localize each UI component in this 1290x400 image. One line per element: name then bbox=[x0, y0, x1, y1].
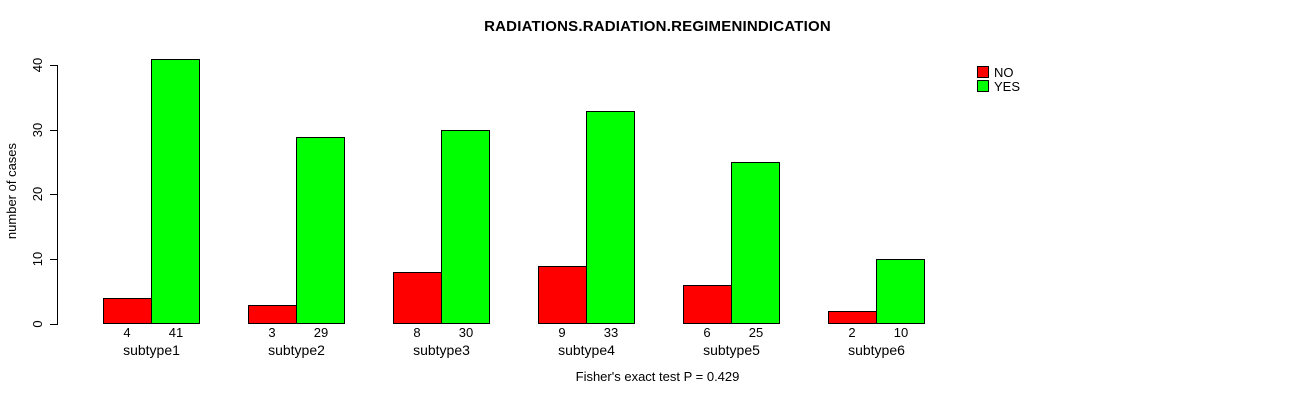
fisher-test-annotation: Fisher's exact test P = 0.429 bbox=[575, 369, 740, 384]
bar-value-label: 30 bbox=[458, 325, 474, 340]
bar-no-subtype6 bbox=[828, 311, 877, 324]
bar-yes-subtype5 bbox=[731, 162, 780, 324]
bar-no-subtype4 bbox=[538, 266, 587, 324]
category-label-subtype5: subtype5 bbox=[703, 342, 760, 358]
y-tick-mark bbox=[50, 65, 57, 66]
y-tick-label: 20 bbox=[30, 186, 45, 202]
bar-no-subtype1 bbox=[103, 298, 152, 324]
bar-no-subtype5 bbox=[683, 285, 732, 324]
category-label-subtype1: subtype1 bbox=[123, 342, 180, 358]
bar-yes-subtype3 bbox=[441, 130, 490, 324]
legend-label-no: NO bbox=[994, 65, 1014, 80]
y-tick-mark bbox=[50, 259, 57, 260]
y-axis-label: number of cases bbox=[4, 142, 19, 240]
category-label-subtype4: subtype4 bbox=[558, 342, 615, 358]
category-label-subtype6: subtype6 bbox=[848, 342, 905, 358]
y-axis-line bbox=[57, 65, 58, 325]
y-tick-mark bbox=[50, 194, 57, 195]
bar-value-label: 33 bbox=[603, 325, 619, 340]
bar-value-label: 9 bbox=[558, 325, 566, 340]
bar-yes-subtype4 bbox=[586, 111, 635, 324]
bar-value-label: 3 bbox=[268, 325, 276, 340]
y-tick-label: 40 bbox=[30, 57, 45, 73]
y-tick-mark bbox=[50, 130, 57, 131]
category-label-subtype3: subtype3 bbox=[413, 342, 470, 358]
legend-swatch-yes bbox=[977, 80, 989, 92]
y-tick-label: 30 bbox=[30, 122, 45, 138]
bar-no-subtype3 bbox=[393, 272, 442, 324]
bar-value-label: 2 bbox=[848, 325, 856, 340]
bar-value-label: 25 bbox=[748, 325, 764, 340]
y-tick-label: 0 bbox=[30, 320, 45, 328]
chart-title: RADIATIONS.RADIATION.REGIMENINDICATION bbox=[484, 18, 831, 35]
bar-yes-subtype1 bbox=[151, 59, 200, 324]
bar-value-label: 4 bbox=[123, 325, 131, 340]
bar-value-label: 6 bbox=[703, 325, 711, 340]
bar-yes-subtype6 bbox=[876, 259, 925, 324]
bar-value-label: 41 bbox=[168, 325, 184, 340]
bar-value-label: 10 bbox=[893, 325, 909, 340]
y-tick-mark bbox=[50, 324, 57, 325]
bar-no-subtype2 bbox=[248, 305, 297, 324]
bar-yes-subtype2 bbox=[296, 137, 345, 324]
bar-value-label: 8 bbox=[413, 325, 421, 340]
y-tick-label: 10 bbox=[30, 251, 45, 267]
category-label-subtype2: subtype2 bbox=[268, 342, 325, 358]
bar-value-label: 29 bbox=[313, 325, 329, 340]
legend-label-yes: YES bbox=[994, 79, 1021, 94]
legend-swatch-no bbox=[977, 66, 989, 78]
